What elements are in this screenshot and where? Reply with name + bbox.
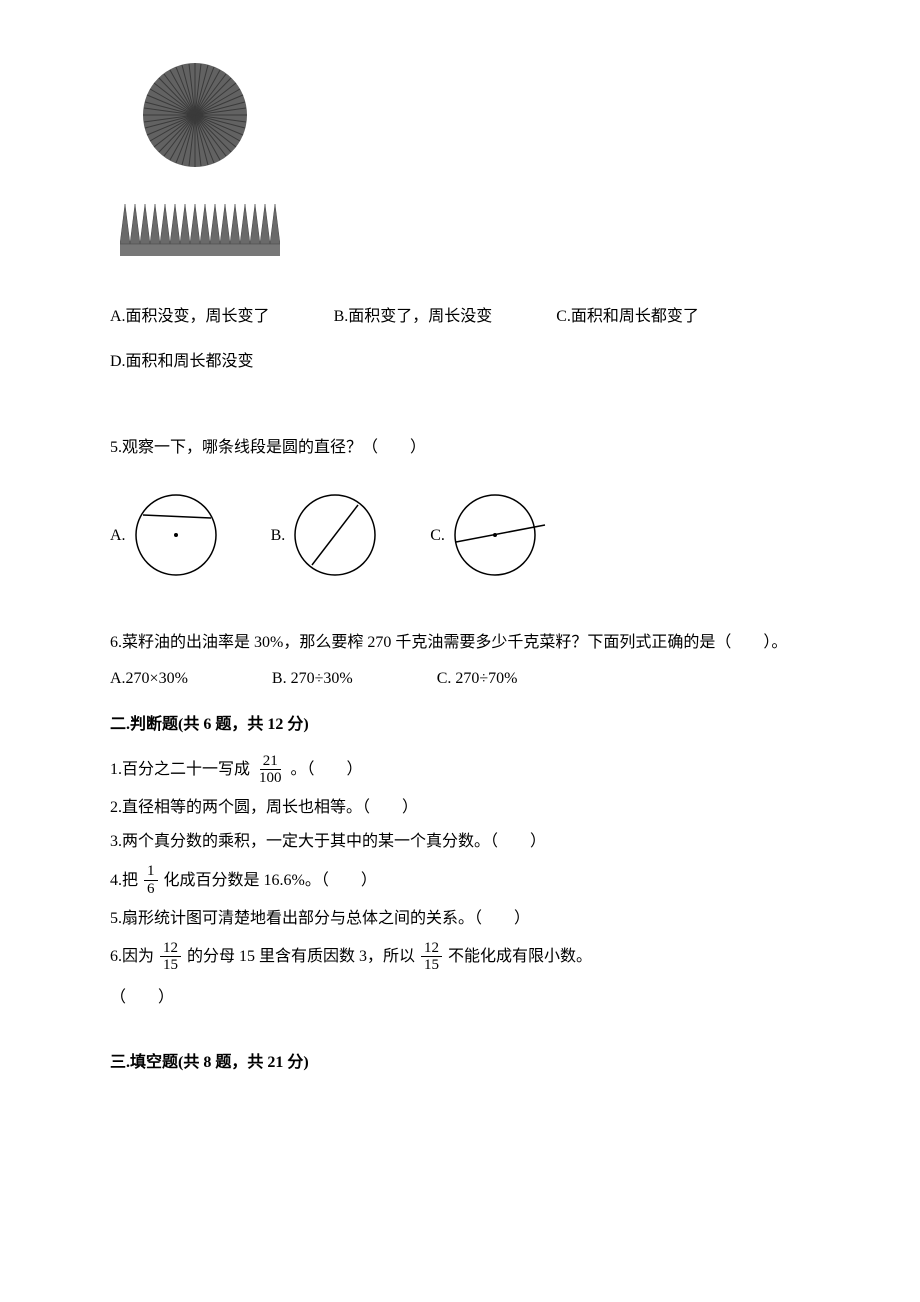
judge-4-post: 化成百分数是 16.6%。（ ） — [164, 863, 377, 898]
judge-3: 3.两个真分数的乘积，一定大于其中的某一个真分数。（ ） — [110, 829, 810, 855]
judge-5: 5.扇形统计图可清楚地看出部分与总体之间的关系。（ ） — [110, 906, 810, 932]
fraction-12-15b: 12 15 — [421, 940, 442, 974]
judge-1: 1.百分之二十一写成 21 100 。（ ） — [110, 752, 810, 787]
q4-option-a: A.面积没变，周长变了 — [110, 295, 270, 340]
section3-header: 三.填空题(共 8 题，共 21 分) — [110, 1050, 810, 1076]
section2-header: 二.判断题(共 6 题，共 12 分) — [110, 712, 810, 738]
q6-block: 6.菜籽油的出油率是 30%，那么要榨 270 千克油需要多少千克菜籽？下面列式… — [110, 630, 810, 691]
judge-1-pre: 1.百分之二十一写成 — [110, 752, 250, 787]
fraction-12-15a: 12 15 — [160, 940, 181, 974]
q5-text: 5.观察一下，哪条线段是圆的直径？（ ） — [110, 435, 810, 461]
judge-4-pre: 4.把 — [110, 863, 138, 898]
fraction-21-100: 21 100 — [256, 753, 285, 787]
judge-2: 2.直径相等的两个圆，周长也相等。（ ） — [110, 795, 810, 821]
q5-label-c: C. — [430, 523, 445, 549]
q5-option-b: B. — [271, 490, 381, 580]
q4-images — [110, 60, 810, 265]
judge-6-mid: 的分母 15 里含有质因数 3，所以 — [187, 939, 415, 974]
q5-circle-b — [290, 490, 380, 580]
q4-options: A.面积没变，周长变了 B.面积变了，周长没变 C.面积和周长都变了 D.面积和… — [110, 295, 810, 385]
judge-6-paren: （ ） — [110, 985, 810, 1011]
judge-1-post: 。（ ） — [291, 752, 363, 787]
judge-6: 6.因为 12 15 的分母 15 里含有质因数 3，所以 12 15 不能化成… — [110, 939, 810, 974]
q6-option-b: B. 270÷30% — [272, 666, 353, 692]
judge-6-pre: 6.因为 — [110, 939, 154, 974]
q5-circle-a — [131, 490, 221, 580]
q6-option-c: C. 270÷70% — [437, 666, 518, 692]
q6-text: 6.菜籽油的出油率是 30%，那么要榨 270 千克油需要多少千克菜籽？下面列式… — [110, 630, 810, 656]
q6-option-a: A.270×30% — [110, 666, 188, 692]
q5-circle-c — [450, 490, 550, 580]
q5-option-c: C. — [430, 490, 550, 580]
q4-option-b: B.面积变了，周长没变 — [334, 295, 493, 340]
zigzag-strip-image — [120, 199, 280, 257]
q5-label-b: B. — [271, 523, 286, 549]
fraction-1-6: 1 6 — [144, 863, 158, 897]
q4-option-c: C.面积和周长都变了 — [556, 295, 699, 340]
q4-option-d: D.面积和周长都没变 — [110, 340, 254, 385]
judge-4: 4.把 1 6 化成百分数是 16.6%。（ ） — [110, 863, 810, 898]
q5-option-a: A. — [110, 490, 221, 580]
q5-options: A. B. C. — [110, 490, 810, 580]
judge-6-post: 不能化成有限小数。 — [448, 939, 592, 974]
q5-label-a: A. — [110, 523, 126, 549]
sunburst-circle-image — [140, 60, 250, 170]
